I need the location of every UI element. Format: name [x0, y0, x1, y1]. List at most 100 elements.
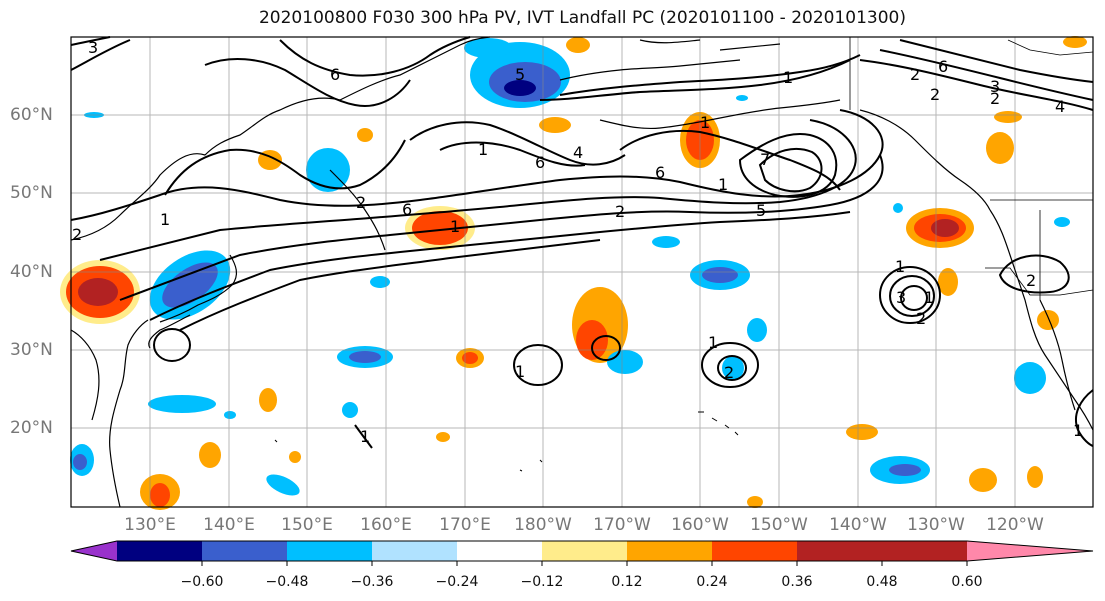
closed-contours — [153, 254, 1094, 449]
anomaly-negative — [464, 38, 512, 58]
colorbar-swatch — [627, 541, 712, 561]
lat-label: 30°N — [10, 340, 53, 360]
anomaly-positive — [150, 483, 170, 507]
lon-label: 160°E — [360, 515, 412, 535]
anomaly-positive — [1063, 36, 1087, 48]
lon-label: 160°W — [671, 515, 729, 535]
map-title: 2020100800 F030 300 hPa PV, IVT Landfall… — [258, 8, 906, 28]
lon-label: 120°W — [986, 515, 1044, 535]
anomaly-negative — [889, 464, 921, 476]
graticule — [71, 37, 1093, 507]
contour-label: 6 — [655, 163, 665, 182]
anomaly-negative — [162, 262, 218, 308]
anomaly-positive — [846, 424, 878, 440]
contour-label: 1 — [360, 427, 370, 446]
lon-label: 130°E — [124, 515, 176, 535]
lon-label: 150°E — [281, 515, 333, 535]
lon-label: 140°W — [829, 515, 887, 535]
anomaly-negative — [148, 395, 216, 413]
contour-label: 3 — [896, 288, 906, 307]
contour-labels: 3 2 6 1 6 4 5 1 6 7 1 2 5 6 2 1 2 1 1 2 … — [72, 38, 1083, 446]
anomaly-negative — [266, 474, 300, 496]
colorbar — [70, 540, 1094, 566]
contour-label: 2 — [1026, 271, 1036, 290]
colorbar-tick-label: 0.36 — [781, 574, 813, 590]
contour-label: 1 — [924, 288, 934, 307]
contour-ring — [1074, 389, 1094, 447]
anomaly-positive — [986, 132, 1014, 164]
positive-pv-anomalies — [60, 36, 1087, 510]
anomaly-negative — [736, 95, 748, 101]
lon-label: 130°W — [907, 515, 965, 535]
anomaly-positive — [289, 451, 301, 463]
colorbar-tick-label: −0.12 — [520, 574, 564, 590]
contour-label: 1 — [450, 217, 460, 236]
anomaly-positive — [1037, 310, 1059, 330]
contour-label: 2 — [990, 89, 1000, 108]
contour-label: 1 — [895, 257, 905, 276]
contour-label: 5 — [756, 201, 766, 220]
colorbar-min-arrow — [71, 541, 117, 561]
colorbar-tick-label: 0.12 — [611, 574, 643, 590]
negative-pv-anomalies — [70, 38, 1070, 496]
colorbar-swatch — [372, 541, 457, 561]
anomaly-positive — [931, 219, 959, 237]
anomaly-negative — [504, 80, 536, 96]
contour-ring — [998, 254, 1070, 294]
colorbar-tick-label: −0.48 — [265, 574, 309, 590]
anomaly-positive — [259, 388, 277, 412]
anomaly-negative — [370, 276, 390, 288]
anomaly-negative — [702, 267, 738, 283]
anomaly-positive — [1027, 466, 1043, 488]
contour-label: 2 — [930, 85, 940, 104]
lon-label: 140°E — [203, 515, 255, 535]
anomaly-positive — [539, 117, 571, 133]
colorbar-swatch — [202, 541, 287, 561]
lon-label: 170°W — [593, 515, 651, 535]
contour-label: 6 — [402, 200, 412, 219]
contour-label: 1 — [515, 362, 525, 381]
lat-label: 50°N — [10, 183, 53, 203]
contour-label: 1 — [718, 175, 728, 194]
lat-label: 40°N — [10, 262, 53, 282]
anomaly-negative — [1054, 217, 1070, 227]
contour-label: 2 — [916, 309, 926, 328]
contour-label: 4 — [1055, 97, 1065, 116]
anomaly-negative — [306, 148, 350, 192]
islands — [274, 411, 739, 472]
contour-label: 5 — [515, 65, 525, 84]
pv-contours — [70, 36, 1094, 331]
anomaly-positive — [199, 442, 221, 468]
anomaly-negative — [349, 351, 381, 363]
colorbar-swatch — [117, 541, 202, 561]
contour-ring — [354, 424, 373, 449]
contour-label: 1 — [708, 333, 718, 352]
colorbar-swatch — [457, 541, 542, 561]
anomaly-positive — [566, 37, 590, 53]
contour-ring — [889, 275, 935, 317]
contour-ring — [717, 355, 747, 381]
colorbar-max-arrow — [967, 541, 1093, 561]
colorbar-swatch — [287, 541, 372, 561]
anomaly-negative — [342, 402, 358, 418]
anomaly-negative — [722, 356, 744, 380]
contour-label: 7 — [760, 150, 770, 169]
contour-label: 2 — [910, 65, 920, 84]
anomaly-negative — [652, 236, 680, 248]
lon-label: 180°W — [514, 515, 572, 535]
anomaly-positive — [78, 278, 118, 306]
contour-label: 1 — [478, 140, 488, 159]
lat-label: 20°N — [10, 418, 53, 438]
colorbar-swatch — [712, 541, 797, 561]
contour-label: 2 — [356, 193, 366, 212]
contour-label: 1 — [1073, 421, 1083, 440]
map-border — [70, 36, 1094, 508]
colorbar-swatch — [542, 541, 627, 561]
contour-ring — [153, 328, 191, 362]
colorbar-tick-label: −0.36 — [350, 574, 394, 590]
contour-label: 4 — [573, 143, 583, 162]
anomaly-negative — [893, 203, 903, 213]
colorbar-tick-label: 0.48 — [866, 574, 898, 590]
contour-ring — [701, 342, 759, 388]
